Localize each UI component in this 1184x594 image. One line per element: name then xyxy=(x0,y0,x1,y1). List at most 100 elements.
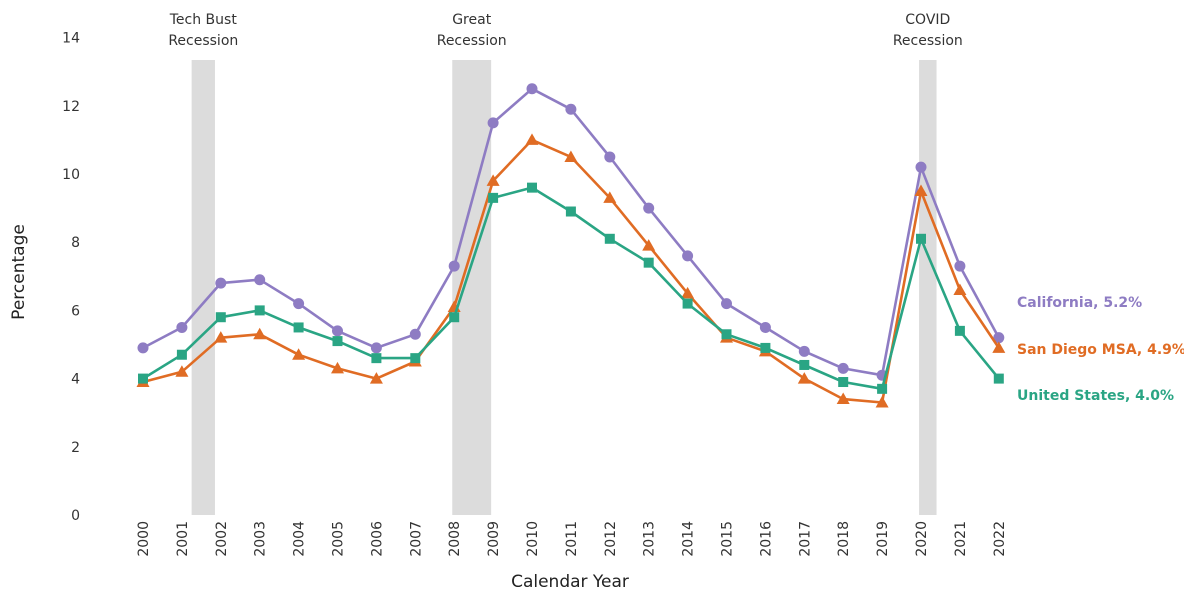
data-point xyxy=(254,305,265,316)
data-point xyxy=(914,184,928,197)
data-point xyxy=(915,161,927,173)
x-tick-label: 2009 xyxy=(486,521,502,557)
series-san-diego-msa xyxy=(136,133,1006,408)
x-tick-label: 2018 xyxy=(836,521,852,557)
data-point xyxy=(604,233,615,244)
data-point xyxy=(369,372,383,384)
data-point xyxy=(137,342,149,354)
data-point xyxy=(293,298,305,310)
x-tick-label: 2006 xyxy=(369,521,385,557)
series-california xyxy=(137,83,1005,381)
series-end-label: San Diego MSA, 4.9% xyxy=(1017,342,1184,358)
data-point xyxy=(488,192,499,203)
data-point xyxy=(565,206,576,217)
data-point xyxy=(954,260,966,272)
data-point xyxy=(565,103,577,115)
recession-label: Recession xyxy=(437,33,507,49)
x-tick-label: 2021 xyxy=(953,521,969,557)
x-axis-title: Calendar Year xyxy=(511,572,629,592)
data-point xyxy=(215,312,226,323)
recession-label: Great xyxy=(452,12,491,28)
data-point xyxy=(564,150,578,162)
x-tick-label: 2008 xyxy=(447,521,463,557)
y-axis-title: Percentage xyxy=(9,224,29,320)
recession-label: Recession xyxy=(893,33,963,49)
axes: 0 2 4 6 8 10 12 14 2000 2001 2002 2003 2004 2005 2006 2… xyxy=(62,31,1008,557)
data-point xyxy=(837,362,849,374)
data-point xyxy=(293,322,304,333)
data-point xyxy=(642,239,656,251)
labels: Tech Bust Recession Great Recession COVID Rec… xyxy=(168,12,1184,404)
data-point xyxy=(215,277,227,289)
y-tick-label: 14 xyxy=(62,31,80,47)
data-point xyxy=(449,312,460,323)
data-point xyxy=(176,321,188,333)
y-tick-label: 4 xyxy=(71,372,80,388)
data-point xyxy=(681,286,695,299)
data-point xyxy=(877,383,888,394)
series xyxy=(136,83,1006,408)
x-tick-label: 2011 xyxy=(564,521,580,557)
data-point xyxy=(448,260,460,272)
data-point xyxy=(954,325,965,336)
x-tick-label: 2005 xyxy=(331,521,347,557)
x-tick-label: 2015 xyxy=(720,521,736,557)
data-point xyxy=(799,359,810,370)
data-point xyxy=(603,191,617,203)
recession-label: Recession xyxy=(168,33,238,49)
data-point xyxy=(527,182,537,193)
data-point xyxy=(370,342,382,354)
data-point xyxy=(525,133,539,145)
x-tick-label: 2016 xyxy=(758,521,774,557)
data-point xyxy=(176,349,187,360)
data-point xyxy=(371,353,382,364)
data-point xyxy=(604,151,616,163)
data-point xyxy=(253,327,267,340)
data-point xyxy=(292,348,306,360)
data-point xyxy=(953,283,967,295)
data-point xyxy=(643,202,655,214)
x-tick-label: 2012 xyxy=(603,521,619,557)
data-point xyxy=(526,83,538,95)
recession-label: COVID xyxy=(905,12,950,28)
data-point xyxy=(798,345,810,357)
x-tick-label: 2010 xyxy=(525,521,541,557)
y-tick-label: 8 xyxy=(71,235,80,251)
series-end-label: United States, 4.0% xyxy=(1017,388,1174,404)
data-point xyxy=(254,274,266,286)
data-point xyxy=(138,373,148,384)
data-point xyxy=(759,321,771,333)
data-point xyxy=(682,250,694,262)
series-line xyxy=(142,138,1000,404)
recession-bands xyxy=(191,60,937,515)
data-point xyxy=(838,377,849,388)
series-line xyxy=(142,87,1000,377)
x-tick-label: 2001 xyxy=(175,521,191,557)
data-point xyxy=(721,329,732,340)
data-point xyxy=(175,365,189,377)
data-point xyxy=(760,342,771,353)
x-tick-label: 2000 xyxy=(136,521,152,557)
data-point xyxy=(682,298,693,309)
data-point xyxy=(993,332,1005,344)
data-point xyxy=(721,298,732,310)
data-point xyxy=(487,117,499,129)
data-point xyxy=(332,336,343,347)
x-tick-label: 2013 xyxy=(642,521,658,557)
recession-band xyxy=(191,60,215,515)
series-end-label: California, 5.2% xyxy=(1017,295,1142,311)
x-tick-label: 2004 xyxy=(292,521,308,557)
recession-band xyxy=(452,60,492,515)
y-tick-label: 6 xyxy=(71,303,80,319)
x-tick-label: 2019 xyxy=(875,521,891,557)
data-point xyxy=(410,353,421,364)
y-tick-label: 2 xyxy=(71,440,80,456)
data-point xyxy=(797,372,811,384)
x-tick-label: 2002 xyxy=(214,521,230,557)
recession-label: Tech Bust xyxy=(169,12,238,28)
x-tick-label: 2022 xyxy=(992,521,1008,557)
data-point xyxy=(993,373,1004,384)
y-tick-label: 12 xyxy=(62,99,80,115)
